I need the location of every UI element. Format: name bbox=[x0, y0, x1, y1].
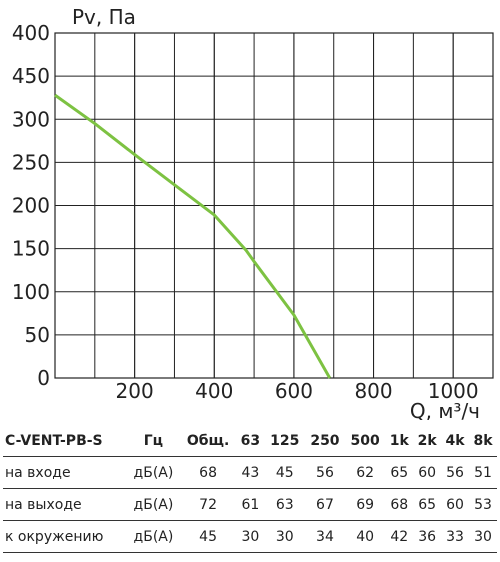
header-cell: 500 bbox=[345, 425, 386, 457]
y-tick-label: 200 bbox=[12, 194, 50, 218]
table-row: к окружению дБ(А) 45 30 30 34 40 42 36 33 30 bbox=[3, 520, 497, 553]
table-cell: 30 bbox=[236, 520, 265, 553]
table-cell: 45 bbox=[179, 520, 237, 553]
table-cell: 65 bbox=[413, 488, 442, 521]
table-cell: 62 bbox=[345, 456, 386, 489]
x-axis-label: Q, м³/ч bbox=[410, 399, 480, 420]
table-cell: дБ(А) bbox=[126, 456, 180, 489]
y-tick-label: 0 bbox=[37, 366, 50, 390]
table-cell: 60 bbox=[441, 488, 469, 521]
header-cell: C-VENT-PB-S bbox=[3, 425, 127, 457]
header-cell: 4k bbox=[441, 425, 469, 457]
header-cell: 125 bbox=[264, 425, 305, 457]
y-tick-label: 100 bbox=[12, 280, 50, 304]
header-cell: 1k bbox=[385, 425, 414, 457]
header-cell: 63 bbox=[236, 425, 265, 457]
table-cell: дБ(А) bbox=[126, 488, 180, 521]
header-cell: Гц bbox=[126, 425, 180, 457]
curve bbox=[54, 93, 332, 379]
noise-table: C-VENT-PB-S Гц Общ. 63 125 250 500 1k 2k 4k 8k на в… bbox=[3, 425, 497, 553]
table-cell: 63 bbox=[264, 488, 305, 521]
y-tick-label: 50 bbox=[25, 323, 50, 347]
table-cell: 72 bbox=[179, 488, 237, 521]
chart: Pv, Па Q, м³/ч 0 50 100 150 200 250 300 450 400 2… bbox=[12, 5, 494, 420]
header-row: C-VENT-PB-S Гц Общ. 63 125 250 500 1k 2k 4k 8k bbox=[3, 425, 497, 457]
x-tick-label: 1000 bbox=[428, 379, 479, 403]
x-tick-label: 600 bbox=[275, 379, 313, 403]
table-cell: 40 bbox=[345, 520, 386, 553]
table-cell: на выходе bbox=[3, 488, 127, 521]
y-axis-label: Pv, Па bbox=[72, 5, 136, 29]
table-row: на выходе дБ(А) 72 61 63 67 69 68 65 60 53 bbox=[3, 488, 497, 521]
table-cell: 61 bbox=[236, 488, 265, 521]
table-cell: 56 bbox=[441, 456, 469, 489]
header-cell: 8k bbox=[469, 425, 497, 457]
table-cell: дБ(А) bbox=[126, 520, 180, 553]
table-cell: 53 bbox=[469, 488, 497, 521]
x-tick-label: 400 bbox=[195, 379, 233, 403]
table-cell: 67 bbox=[304, 488, 346, 521]
y-tick-label: 250 bbox=[12, 150, 50, 174]
table-cell: 45 bbox=[264, 456, 305, 489]
table-cell: 33 bbox=[441, 520, 469, 553]
y-tick-label: 150 bbox=[12, 237, 50, 261]
table-cell: 30 bbox=[264, 520, 305, 553]
header-cell: 2k bbox=[413, 425, 442, 457]
table-cell: 60 bbox=[413, 456, 442, 489]
table-row: на входе дБ(А) 68 43 45 56 62 65 60 56 51 bbox=[3, 456, 497, 489]
x-tick-label: 200 bbox=[116, 379, 154, 403]
table-cell: 68 bbox=[385, 488, 414, 521]
y-tick-label: 450 bbox=[12, 64, 50, 88]
header-cell: Общ. bbox=[179, 425, 237, 457]
table-cell: к окружению bbox=[3, 520, 127, 553]
table-cell: 69 bbox=[345, 488, 386, 521]
table-cell: 43 bbox=[236, 456, 265, 489]
header-cell: 250 bbox=[304, 425, 346, 457]
table-cell: 30 bbox=[469, 520, 497, 553]
table-cell: 65 bbox=[385, 456, 414, 489]
y-tick-label: 300 bbox=[12, 107, 50, 131]
x-tick-label: 800 bbox=[354, 379, 392, 403]
table-cell: 42 bbox=[385, 520, 414, 553]
y-tick-label: 400 bbox=[12, 21, 50, 45]
table-cell: 34 bbox=[304, 520, 346, 553]
table-cell: 51 bbox=[469, 456, 497, 489]
table-cell: 36 bbox=[413, 520, 442, 553]
table-cell: 56 bbox=[304, 456, 346, 489]
table-cell: на входе bbox=[3, 456, 127, 489]
table-cell: 68 bbox=[179, 456, 237, 489]
